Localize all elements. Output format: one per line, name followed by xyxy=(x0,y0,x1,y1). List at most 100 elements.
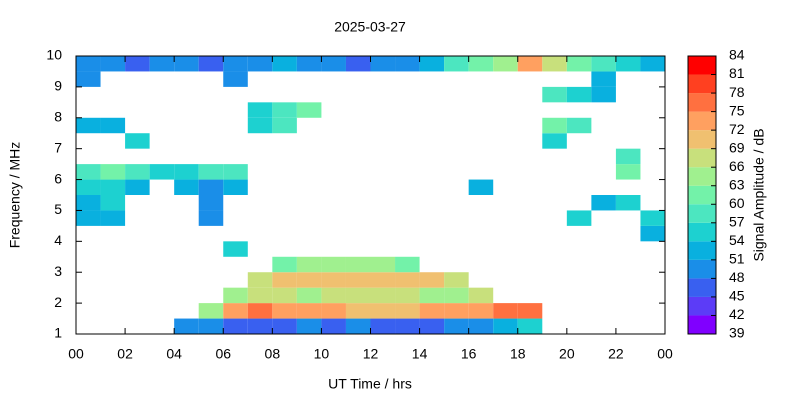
heatmap-cell xyxy=(223,303,248,319)
x-tick-label: 02 xyxy=(117,346,133,362)
colorbar-band xyxy=(688,111,716,131)
y-axis-label: Frequency / MHz xyxy=(7,142,23,249)
heatmap-cell xyxy=(517,318,543,334)
x-tick-label: 14 xyxy=(412,346,428,362)
heatmap-cell xyxy=(493,56,518,72)
heatmap-cell xyxy=(615,148,641,165)
colorbar-band xyxy=(688,296,716,316)
heatmap-cell xyxy=(444,318,469,334)
heatmap-cell xyxy=(296,56,322,72)
heatmap-cell xyxy=(542,133,567,149)
heatmap-cell xyxy=(223,164,248,180)
heatmap-cell xyxy=(370,272,396,288)
heatmap-cell xyxy=(640,56,665,72)
heatmap-cell xyxy=(468,318,494,334)
heatmap-cell xyxy=(296,256,322,273)
y-tick-label: 4 xyxy=(54,232,62,248)
heatmap-cell xyxy=(76,164,101,180)
heatmap-cell xyxy=(76,210,101,226)
heatmap-cell xyxy=(247,56,273,72)
heatmap-cell xyxy=(321,318,346,334)
heatmap-cell xyxy=(76,179,101,195)
heatmap-cell xyxy=(591,195,616,211)
heatmap-cell xyxy=(100,195,126,211)
heatmap-cell xyxy=(223,318,248,334)
x-tick-label: 00 xyxy=(657,346,673,362)
heatmap-cell xyxy=(272,303,297,319)
heatmap-cell xyxy=(272,256,297,273)
colorbar-band xyxy=(688,259,716,279)
heatmap-cell xyxy=(223,241,248,257)
heatmap-cell xyxy=(395,272,420,288)
heatmap-cell xyxy=(223,71,248,87)
heatmap-cell xyxy=(321,272,346,288)
colorbar-band xyxy=(688,315,716,334)
y-tick-label: 5 xyxy=(54,201,62,217)
colorbar-tick-label: 75 xyxy=(729,102,745,118)
colorbar-tick-label: 54 xyxy=(729,232,745,248)
heatmap-cell xyxy=(591,56,616,72)
colorbar-tick-label: 57 xyxy=(729,214,745,230)
heatmap-cell xyxy=(321,303,346,319)
heatmap-cell xyxy=(566,86,592,103)
heatmap-cell xyxy=(395,303,420,319)
x-tick-label: 16 xyxy=(461,346,477,362)
heatmap-cell xyxy=(296,102,322,118)
heatmap-cell xyxy=(468,56,494,72)
heatmap-cell xyxy=(615,195,641,211)
heatmap-cell xyxy=(542,117,567,134)
heatmap-cell xyxy=(345,256,371,273)
heatmap-cell xyxy=(272,117,297,134)
heatmap-cell xyxy=(149,56,175,72)
heatmap-cell xyxy=(223,287,248,304)
heatmap-cell xyxy=(640,210,665,226)
colorbar-tick-label: 66 xyxy=(729,158,745,174)
x-tick-label: 18 xyxy=(510,346,526,362)
colorbar-tick-label: 51 xyxy=(729,251,745,267)
colorbar-tick-label: 63 xyxy=(729,176,745,192)
y-tick-label: 6 xyxy=(54,170,62,186)
heatmap-cell xyxy=(395,287,420,304)
heatmap-cell xyxy=(100,56,126,72)
colorbar-tick-label: 42 xyxy=(729,306,745,322)
heatmap-cell xyxy=(198,303,224,319)
colorbar-tick-label: 45 xyxy=(729,288,745,304)
heatmap-cell xyxy=(272,102,297,118)
x-tick-label: 06 xyxy=(215,346,231,362)
heatmap-cell xyxy=(566,56,592,72)
heatmap-cell xyxy=(174,318,199,334)
heatmap-cell xyxy=(76,71,101,87)
colorbar-band xyxy=(688,74,716,94)
heatmap-cell xyxy=(345,303,371,319)
heatmap-cell xyxy=(76,56,101,72)
colorbar-band xyxy=(688,222,716,242)
heatmap-cell xyxy=(542,56,567,72)
heatmap-cell xyxy=(247,287,273,304)
heatmap-cell xyxy=(100,164,126,180)
heatmap-cell xyxy=(517,303,543,319)
heatmap-cell xyxy=(247,102,273,118)
x-tick-label: 10 xyxy=(314,346,330,362)
heatmap-cell xyxy=(100,179,126,195)
heatmap-cell xyxy=(468,303,494,319)
colorbar-tick-label: 48 xyxy=(729,269,745,285)
heatmap-cell xyxy=(174,179,199,195)
heatmap-cell xyxy=(296,287,322,304)
heatmap-cell xyxy=(591,86,616,103)
heatmap-cell xyxy=(517,56,543,72)
heatmap-cell xyxy=(615,56,641,72)
colorbar-label: Signal Amplitude / dB xyxy=(751,128,767,261)
heatmap-cell xyxy=(296,272,322,288)
colorbar-band xyxy=(688,148,716,168)
heatmap-cell xyxy=(395,256,420,273)
y-tick-label: 2 xyxy=(54,294,62,310)
heatmap-cell xyxy=(345,56,371,72)
y-tick-label: 8 xyxy=(54,108,62,124)
heatmap-cell xyxy=(419,318,445,334)
x-tick-label: 00 xyxy=(68,346,84,362)
heatmap-cell xyxy=(223,56,248,72)
colorbar-band xyxy=(688,130,716,149)
heatmap-cell xyxy=(296,303,322,319)
heatmap-cell xyxy=(345,287,371,304)
